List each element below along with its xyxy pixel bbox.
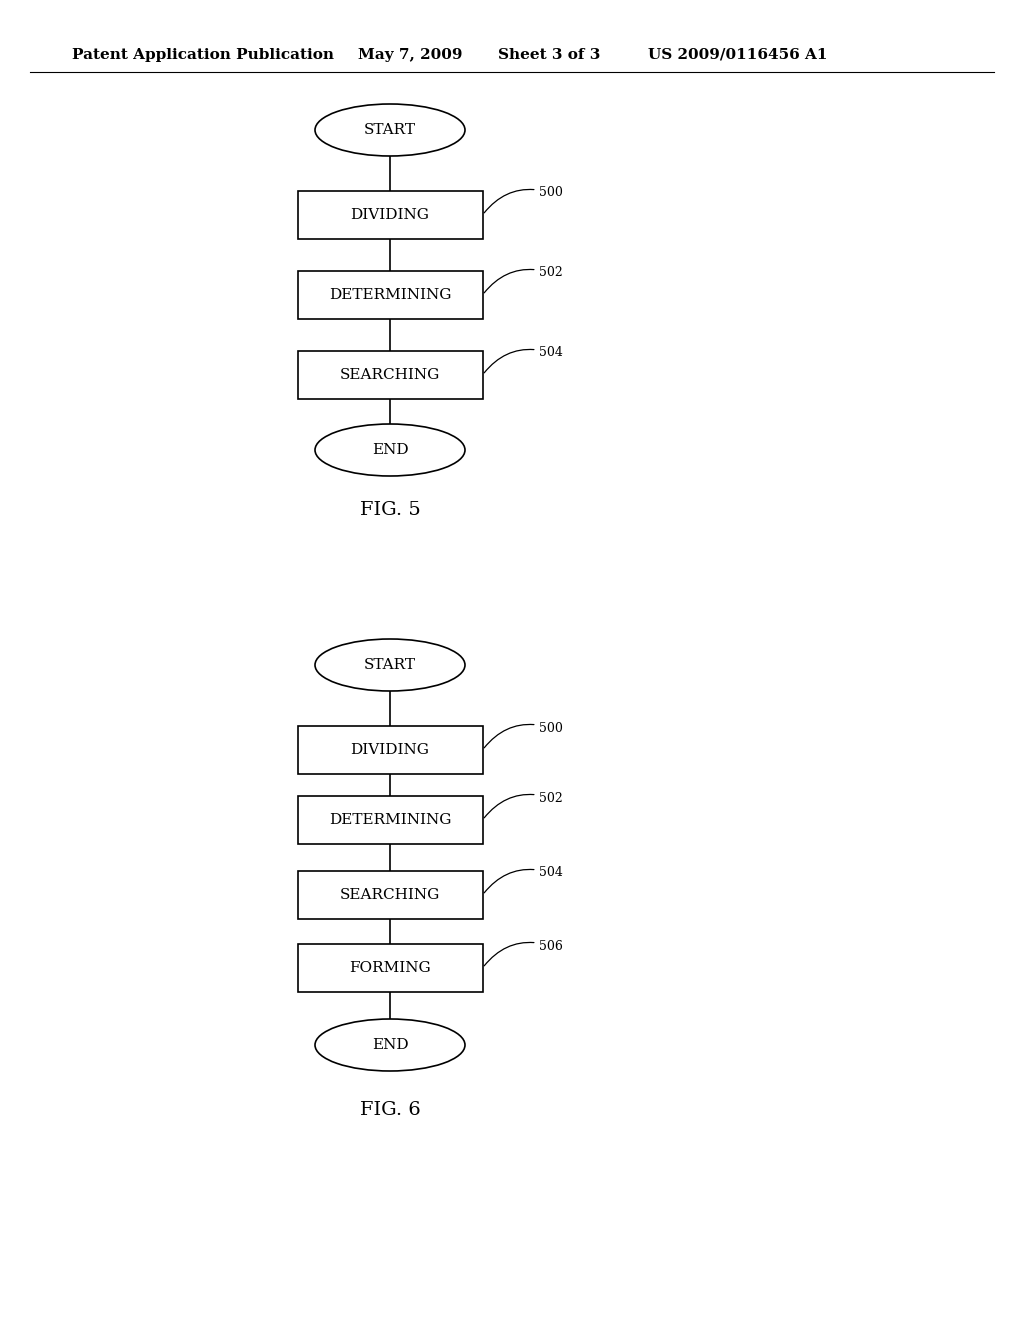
Text: FIG. 5: FIG. 5 bbox=[359, 502, 421, 519]
Text: DIVIDING: DIVIDING bbox=[350, 209, 429, 222]
Text: 504: 504 bbox=[484, 346, 563, 372]
Text: 504: 504 bbox=[484, 866, 563, 892]
FancyBboxPatch shape bbox=[298, 726, 482, 774]
FancyBboxPatch shape bbox=[298, 271, 482, 319]
Text: 500: 500 bbox=[484, 186, 563, 213]
Text: DETERMINING: DETERMINING bbox=[329, 813, 452, 828]
FancyBboxPatch shape bbox=[298, 351, 482, 399]
Text: START: START bbox=[364, 657, 416, 672]
Ellipse shape bbox=[315, 639, 465, 690]
Text: 502: 502 bbox=[484, 267, 563, 293]
FancyBboxPatch shape bbox=[298, 796, 482, 843]
FancyBboxPatch shape bbox=[298, 871, 482, 919]
Text: 502: 502 bbox=[484, 792, 563, 818]
Text: END: END bbox=[372, 1038, 409, 1052]
Text: DIVIDING: DIVIDING bbox=[350, 743, 429, 756]
Ellipse shape bbox=[315, 104, 465, 156]
Ellipse shape bbox=[315, 1019, 465, 1071]
Text: Patent Application Publication: Patent Application Publication bbox=[72, 48, 334, 62]
Text: START: START bbox=[364, 123, 416, 137]
FancyBboxPatch shape bbox=[298, 944, 482, 993]
Text: FORMING: FORMING bbox=[349, 961, 431, 975]
Text: SEARCHING: SEARCHING bbox=[340, 888, 440, 902]
Text: SEARCHING: SEARCHING bbox=[340, 368, 440, 381]
Ellipse shape bbox=[315, 424, 465, 477]
FancyBboxPatch shape bbox=[298, 191, 482, 239]
Text: DETERMINING: DETERMINING bbox=[329, 288, 452, 302]
Text: US 2009/0116456 A1: US 2009/0116456 A1 bbox=[648, 48, 827, 62]
Text: 506: 506 bbox=[484, 940, 563, 966]
Text: 500: 500 bbox=[484, 722, 563, 748]
Text: May 7, 2009: May 7, 2009 bbox=[358, 48, 463, 62]
Text: Sheet 3 of 3: Sheet 3 of 3 bbox=[498, 48, 600, 62]
Text: FIG. 6: FIG. 6 bbox=[359, 1101, 421, 1119]
Text: END: END bbox=[372, 444, 409, 457]
